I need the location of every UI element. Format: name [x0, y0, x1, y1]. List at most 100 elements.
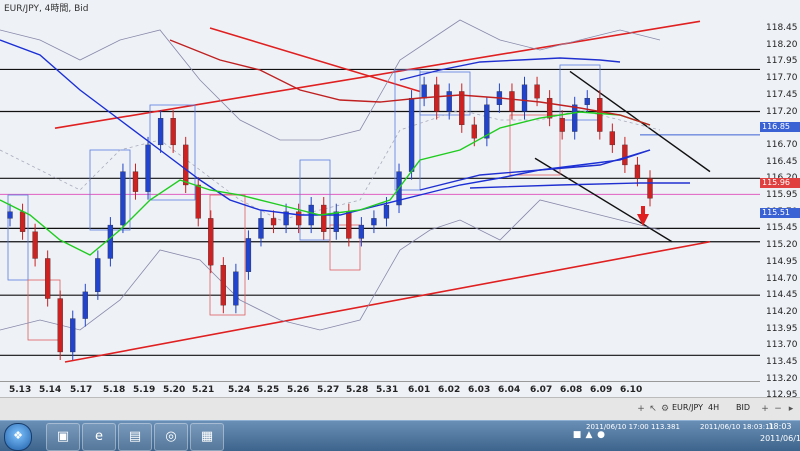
taskbar-browser[interactable]: ◎	[154, 423, 188, 451]
channel-bottom-line	[64, 240, 711, 363]
notepad-icon: ▦	[200, 429, 214, 444]
trendline-blue-low	[469, 182, 690, 189]
price-type-selector[interactable]: BID	[736, 403, 751, 412]
channel-top-line	[54, 20, 701, 129]
moving-average-blue	[0, 39, 651, 216]
candle-body	[220, 264, 226, 306]
price-tick: 116.70	[766, 139, 798, 150]
candle-body	[634, 164, 641, 179]
range-box	[299, 159, 331, 241]
time-tick: 5.20	[163, 385, 186, 395]
candle-body	[572, 104, 578, 132]
candle-body	[44, 258, 51, 299]
candle-body	[95, 258, 101, 293]
candle-body	[534, 84, 540, 99]
price-tick: 114.95	[766, 256, 798, 267]
time-tick: 6.09	[590, 385, 613, 395]
tray-icon-1[interactable]: ■	[572, 430, 582, 440]
zoom-out-icon[interactable]: −	[774, 404, 782, 414]
candle-body	[383, 204, 390, 219]
bollinger-lower	[0, 199, 661, 331]
time-tick: 5.19	[133, 385, 156, 395]
time-axis: 5.13 5.14 5.17 5.18 5.19 5.20 5.21 5.24 5.25 5.26…	[0, 381, 760, 398]
candle-body	[245, 238, 252, 272]
price-tick: 114.70	[766, 273, 798, 284]
settings-icon[interactable]: ⚙	[660, 404, 670, 414]
tray-icon-2[interactable]: ▲	[585, 430, 593, 440]
price-tick: 115.45	[766, 223, 798, 234]
time-tick: 6.03	[468, 385, 491, 395]
clock[interactable]: 18:03 2011/06/10	[760, 421, 800, 445]
time-tick: 5.27	[317, 385, 340, 395]
price-tick: 115.95	[766, 190, 798, 200]
candle-body	[170, 118, 176, 146]
time-tick: 5.24	[228, 385, 251, 395]
candle-body	[183, 144, 189, 186]
price-chart[interactable]	[0, 0, 760, 381]
candle-body	[434, 84, 440, 112]
zoom-in-icon[interactable]: +	[761, 404, 769, 414]
range-box	[509, 114, 561, 176]
crosshair-icon[interactable]: +	[637, 404, 645, 414]
candle-body	[333, 211, 339, 232]
chart-toolbar: + ↖ ⚙ EUR/JPY 4H BID + − ▸	[0, 397, 800, 420]
candle-body	[258, 218, 264, 239]
trendline-blue-mid	[419, 149, 651, 191]
candle-body	[446, 91, 452, 112]
taskbar: ❖ ▣ e ▤ ◎ ▦ ■ ▲ ●	[0, 420, 800, 451]
taskbar-ie[interactable]: e	[82, 423, 116, 451]
candle-body	[233, 271, 239, 306]
moving-average-green	[0, 111, 651, 256]
red-trend-line	[209, 27, 421, 93]
time-tick: 5.18	[103, 385, 126, 395]
candle-body	[421, 84, 427, 99]
price-tick: 113.95	[766, 323, 798, 334]
time-tick: 5.31	[376, 385, 399, 395]
time-tick: 6.01	[408, 385, 431, 395]
range-box	[209, 194, 246, 316]
time-tick: 6.07	[530, 385, 553, 395]
price-label-low: 115.51	[760, 208, 800, 218]
tray-info-left: 2011/06/10 17:00 113.381	[586, 423, 680, 431]
bollinger-upper	[0, 19, 661, 141]
time-tick: 5.25	[257, 385, 280, 395]
candle-body	[609, 131, 616, 146]
candle-body	[521, 84, 528, 112]
symbol-selector[interactable]: EUR/JPY	[672, 403, 704, 412]
time-tick: 5.13	[9, 385, 32, 395]
taskbar-notes[interactable]: ▦	[190, 423, 224, 451]
candle-body	[32, 231, 38, 259]
price-tick: 112.95	[766, 390, 798, 401]
candle-body	[283, 211, 289, 226]
range-box	[394, 69, 421, 191]
time-tick: 6.10	[620, 385, 643, 395]
candle-body	[484, 104, 490, 139]
timeframe-selector[interactable]: 4H	[708, 403, 720, 412]
price-tick: 117.70	[766, 73, 798, 84]
moving-average-red	[169, 39, 651, 126]
chart-area[interactable]: EUR/JPY, 4時間, Bid	[0, 0, 760, 381]
range-box	[7, 194, 29, 281]
candle-body	[295, 211, 302, 226]
scroll-icon[interactable]: ▸	[788, 404, 794, 414]
cursor-icon[interactable]: ↖	[649, 404, 657, 414]
tray-icon-3[interactable]: ●	[597, 430, 605, 440]
candle-body	[346, 211, 352, 239]
taskbar-app[interactable]: ▤	[118, 423, 152, 451]
price-tick: 114.45	[766, 290, 798, 301]
chart-title: EUR/JPY, 4時間, Bid	[4, 4, 89, 14]
candle-body	[19, 211, 26, 232]
time-tick: 6.02	[438, 385, 461, 395]
time-tick: 5.17	[70, 385, 93, 395]
taskbar-explorer[interactable]: ▣	[46, 423, 80, 451]
folder-icon: ▣	[56, 429, 70, 444]
price-tick: 117.45	[766, 89, 798, 100]
system-tray: ■ ▲ ●	[568, 421, 800, 451]
globe-icon: ◎	[165, 429, 177, 444]
start-button[interactable]: ❖	[4, 423, 32, 451]
trendline-blue-top	[399, 57, 621, 81]
candle-body	[584, 97, 590, 105]
candle-body	[559, 118, 565, 132]
price-tick: 115.20	[766, 240, 798, 251]
